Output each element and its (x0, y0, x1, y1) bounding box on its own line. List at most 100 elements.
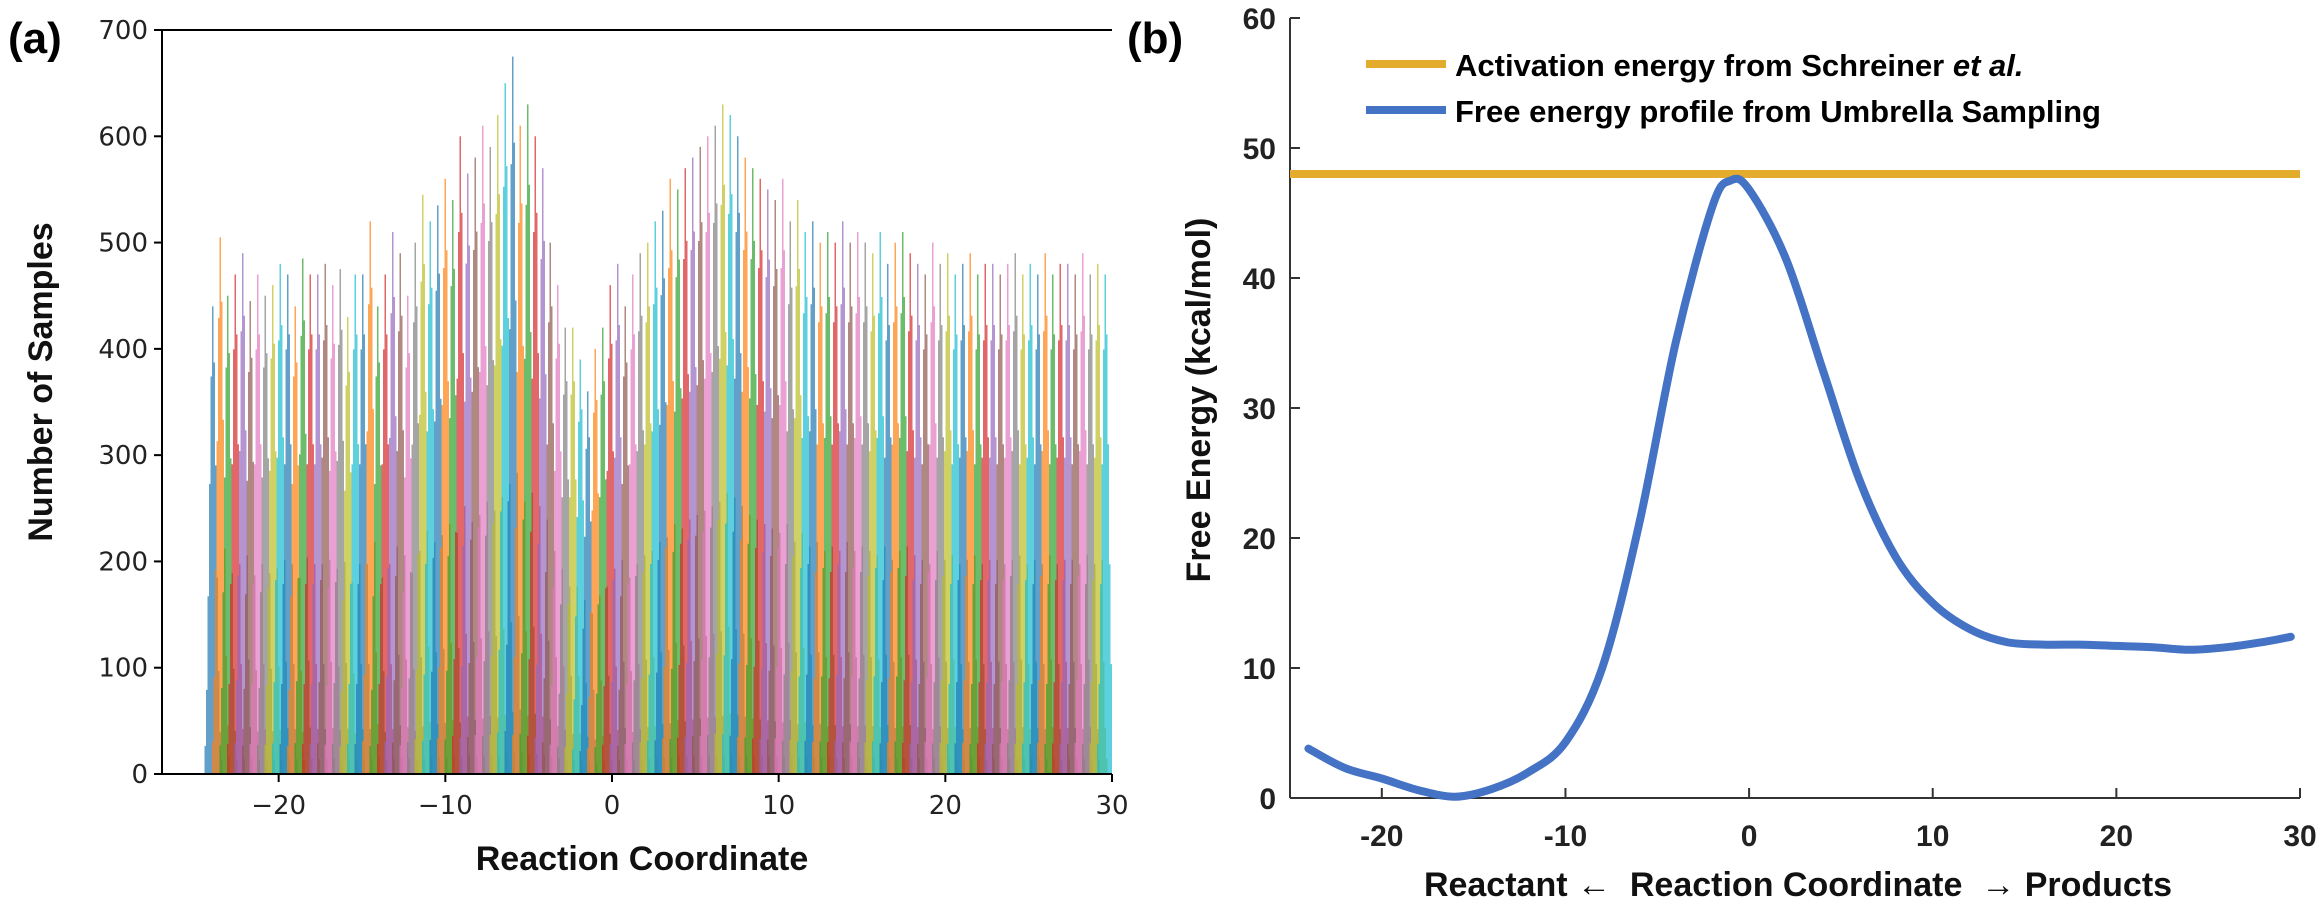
histogram-bar (989, 457, 991, 774)
histogram-bar (519, 733, 521, 774)
histogram-bar (593, 412, 595, 774)
histogram-bar (1049, 464, 1051, 774)
histogram-bar (279, 744, 281, 774)
histogram-bar (705, 231, 707, 774)
histogram-bar (233, 349, 235, 774)
histogram-bar (816, 444, 818, 774)
histogram-bar (408, 353, 410, 774)
histogram-bar (513, 142, 515, 774)
histogram-bar (852, 568, 854, 774)
histogram-bar (341, 329, 343, 774)
histogram-bar (476, 657, 478, 774)
histogram-bar (273, 343, 275, 774)
histogram-bar (534, 136, 536, 775)
histogram-bar (438, 666, 440, 774)
histogram-bar (437, 738, 439, 774)
histogram-bar (371, 689, 373, 774)
x-tick-label-b: 0 (1741, 820, 1758, 853)
histogram-bar (1005, 340, 1007, 774)
histogram-bar (380, 584, 382, 774)
histogram-bar (572, 327, 574, 774)
histogram-bar (1067, 744, 1069, 774)
y-tick-label-a: 400 (98, 335, 148, 365)
histogram-bar (828, 678, 830, 774)
histogram-bar (785, 563, 787, 774)
histogram-bar (597, 604, 599, 774)
histogram-bar (1046, 315, 1048, 774)
histogram-bar (707, 735, 709, 774)
histogram-bar (633, 680, 635, 774)
histogram-bar (591, 510, 593, 774)
histogram-bar (251, 684, 253, 774)
histogram-bar (984, 743, 986, 774)
histogram-bar (365, 563, 367, 774)
histogram-bar (959, 457, 961, 774)
histogram-bar (833, 322, 835, 774)
histogram-bar (945, 331, 947, 774)
histogram-bar (864, 242, 866, 774)
histogram-bar (647, 242, 649, 774)
histogram-bar (1083, 315, 1085, 774)
histogram-bar (461, 665, 463, 774)
histogram-bar (968, 331, 970, 774)
y-axis-label-b: Free Energy (kcal/mol) (1180, 218, 1218, 583)
histogram-bar (206, 689, 208, 774)
histogram-bar (363, 334, 365, 774)
histogram-bar (596, 693, 598, 774)
histogram-bar (720, 204, 722, 775)
histogram-bar (870, 331, 872, 774)
histogram-bar (848, 322, 850, 774)
histogram-bar (953, 349, 955, 774)
y-tick-label-a: 200 (98, 547, 148, 577)
histogram-bar (674, 411, 676, 774)
histogram-bar (752, 738, 754, 774)
histogram-bar (653, 304, 655, 774)
histogram-bar (702, 531, 704, 774)
histogram-bar (777, 547, 779, 774)
histogram-bar (828, 296, 830, 774)
histogram-bar (683, 259, 685, 774)
histogram-bar (941, 325, 943, 774)
histogram-bar (582, 628, 584, 774)
histogram-bar (1106, 334, 1108, 774)
histogram-bar (1068, 684, 1070, 774)
histogram-bar (791, 287, 793, 774)
histogram-bar (536, 664, 538, 774)
histogram-bar (752, 168, 754, 775)
histogram-bar (699, 146, 701, 774)
histogram-bar (737, 136, 739, 775)
histogram-bar (237, 576, 239, 774)
histogram-bar (624, 744, 626, 774)
histogram-bar (326, 686, 328, 774)
histogram-bar (827, 231, 829, 774)
y-tick-label-a: 500 (98, 229, 148, 259)
histogram-bar (579, 751, 581, 774)
histogram-bar (704, 378, 706, 774)
histogram-bar (543, 240, 545, 774)
histogram-bar (473, 250, 475, 774)
histogram-bar (488, 240, 490, 775)
histogram-bar (512, 735, 514, 774)
histogram-bar (987, 580, 989, 774)
histogram-bar (1092, 580, 1094, 774)
histogram-bar (942, 576, 944, 774)
histogram-bar (986, 682, 988, 774)
histogram-bar (783, 674, 785, 774)
histogram-bar (948, 315, 950, 774)
histogram-bar (609, 285, 611, 774)
histogram-bar (464, 401, 466, 774)
histogram-bar (524, 358, 526, 774)
histogram-bar (1098, 684, 1100, 774)
histogram-bar (671, 250, 673, 775)
histogram-bar (269, 470, 271, 774)
histogram-bar (636, 451, 638, 774)
histogram-bar (566, 693, 568, 774)
histogram-bar (929, 444, 931, 774)
histogram-bar (770, 555, 772, 774)
histogram-bar (678, 664, 680, 774)
histogram-bar (518, 222, 520, 774)
histogram-bar (603, 686, 605, 774)
histogram-bar (1023, 682, 1025, 774)
histogram-bar (596, 399, 598, 774)
histogram-bar (1097, 744, 1099, 774)
